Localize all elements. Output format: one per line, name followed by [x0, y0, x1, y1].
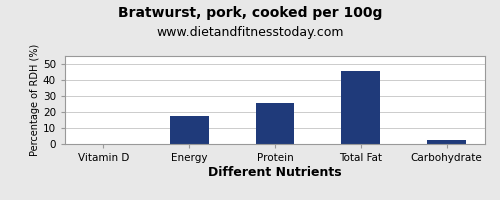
Bar: [170, 116, 208, 144]
Text: www.dietandfitnesstoday.com: www.dietandfitnesstoday.com: [156, 26, 344, 39]
Text: Bratwurst, pork, cooked per 100g: Bratwurst, pork, cooked per 100g: [118, 6, 382, 20]
Y-axis label: Percentage of RDH (%): Percentage of RDH (%): [30, 44, 40, 156]
Bar: [256, 103, 294, 144]
X-axis label: Different Nutrients: Different Nutrients: [208, 166, 342, 179]
Bar: [428, 140, 466, 144]
Bar: [342, 71, 380, 144]
